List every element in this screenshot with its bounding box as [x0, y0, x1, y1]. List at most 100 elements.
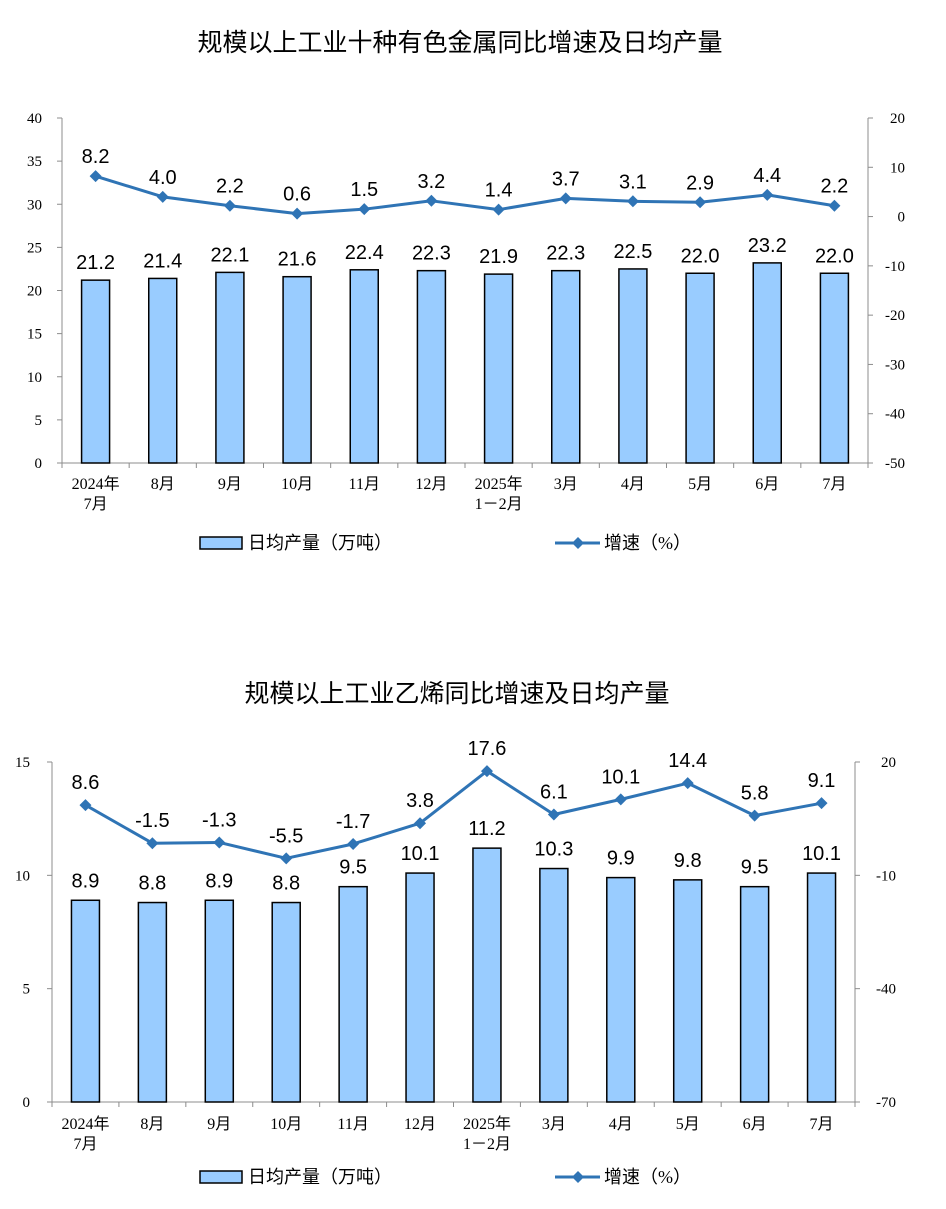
- bar: [70, 899, 101, 1103]
- line-value-label: 9.1: [808, 770, 836, 792]
- y-left-tick-label: 5: [35, 413, 43, 429]
- line-point-marker: [358, 203, 371, 216]
- bar-value-label: 9.5: [339, 857, 367, 879]
- bar: [137, 901, 168, 1103]
- y-left-tick-label: 30: [27, 197, 42, 213]
- line-value-label: 2.2: [216, 176, 244, 198]
- y-right-tick-label: -50: [885, 456, 905, 472]
- x-tick-label: 9月: [218, 476, 242, 493]
- bar-value-label: 22.3: [546, 243, 585, 265]
- y-right-tick-label: -40: [876, 982, 896, 998]
- x-tick-label-line: 11月: [337, 1116, 368, 1133]
- y-right-tick-label: -40: [885, 407, 905, 423]
- x-tick-label-line: 3月: [554, 476, 578, 493]
- line-point-marker: [626, 195, 639, 208]
- x-tick-label: 8月: [140, 1116, 164, 1133]
- line-point-marker: [748, 809, 761, 822]
- bar-value-label: 21.2: [76, 252, 115, 274]
- bar-value-label: 10.1: [401, 843, 440, 865]
- x-tick-label-line: 7月: [810, 1116, 834, 1133]
- legend: 日均产量（万吨） 增速（%）: [199, 1167, 691, 1187]
- line-value-label: 3.1: [619, 171, 647, 193]
- plot-area: 0 5 10 15 -70 -40 -10 20 2024年 7月 8月 9月 10月 11月 12月 202…: [15, 738, 896, 1153]
- line-point-marker: [280, 852, 293, 865]
- bar-value-label: 8.8: [138, 873, 166, 895]
- line-point-marker: [492, 203, 505, 216]
- legend-diamond-marker: [572, 537, 584, 549]
- y-left-tick-label: 10: [27, 370, 42, 386]
- y-right-tick-label: 20: [881, 755, 896, 771]
- x-tick-label-line: 5月: [688, 476, 712, 493]
- line-point-marker: [815, 797, 828, 810]
- x-tick-label-line: 2024年: [61, 1115, 109, 1133]
- x-tick-label: 12月: [404, 1116, 436, 1133]
- bar-value-label: 8.8: [272, 873, 300, 895]
- series-line: [94, 174, 836, 216]
- line-value-label: -1.7: [336, 811, 370, 833]
- x-tick-label: 5月: [688, 476, 712, 493]
- line-point-marker: [291, 207, 304, 220]
- bar: [819, 272, 850, 464]
- x-tick-label: 12月: [415, 476, 447, 493]
- y-right-tick-label: -70: [876, 1095, 896, 1111]
- x-tick-label: 2024年 7月: [72, 475, 120, 513]
- x-tick-label: 11月: [337, 1116, 368, 1133]
- bar-value-label: 21.4: [143, 250, 182, 272]
- bar: [80, 279, 111, 464]
- line-point-marker: [146, 837, 159, 850]
- series-line: [83, 769, 824, 860]
- y-right-tick-label: 10: [890, 160, 905, 176]
- x-tick-label: 10月: [270, 1116, 302, 1133]
- legend: 日均产量（万吨） 增速（%）: [199, 533, 691, 553]
- x-tick-label-line: 6月: [743, 1116, 767, 1133]
- line-value-label: 3.7: [552, 168, 580, 190]
- line-point-marker: [480, 765, 493, 778]
- line-point-marker: [223, 199, 236, 212]
- x-tick-label-line: 4月: [621, 476, 645, 493]
- legend-bar-swatch: [199, 1170, 243, 1184]
- y-left-tick-label: 35: [27, 154, 42, 170]
- line-point-marker: [79, 799, 92, 812]
- x-tick-label: 8月: [151, 476, 175, 493]
- line-value-label: 1.5: [350, 179, 378, 201]
- bar-value-label: 22.5: [613, 241, 652, 263]
- x-tick-label-line: 7月: [822, 476, 846, 493]
- x-tick-label: 5月: [676, 1116, 700, 1133]
- bar-value-label: 22.4: [345, 242, 384, 264]
- x-tick-label-line: 2025年: [475, 475, 523, 493]
- y-left-tick-label: 25: [27, 240, 42, 256]
- bar: [215, 271, 245, 464]
- x-tick-label: 2024年 7月: [61, 1115, 109, 1153]
- line-value-label: 17.6: [467, 738, 506, 760]
- y-left-tick-label: 5: [23, 982, 31, 998]
- y-right-tick-label: -10: [876, 868, 896, 884]
- line-point-marker: [694, 196, 707, 209]
- x-tick-label-line: 1－2月: [463, 1136, 511, 1153]
- x-tick-label-line: 6月: [755, 476, 779, 493]
- line-value-label: 4.4: [753, 165, 781, 187]
- y-right-tick-label: 20: [890, 111, 905, 127]
- legend-line-label: 增速（%）: [604, 1167, 691, 1187]
- bar-value-label: 21.9: [479, 246, 518, 268]
- x-tick-label: 3月: [554, 476, 578, 493]
- line-point-marker: [559, 192, 572, 205]
- line-point-marker: [761, 188, 774, 201]
- x-tick-label-line: 3月: [542, 1116, 566, 1133]
- bar: [472, 847, 502, 1103]
- y-right-tick-label: -10: [885, 259, 905, 275]
- bar: [551, 269, 581, 464]
- bar: [685, 272, 715, 464]
- line-value-label: 10.1: [601, 766, 640, 788]
- line-value-label: 0.6: [283, 184, 311, 206]
- bar: [282, 275, 312, 464]
- y-left-tick-label: 15: [15, 755, 30, 771]
- bar-value-label: 21.6: [278, 249, 317, 271]
- chart-title: 规模以上工业乙烯同比增速及日均产量: [244, 679, 669, 708]
- line-value-label: 14.4: [668, 750, 707, 772]
- bar-value-label: 9.5: [741, 857, 769, 879]
- line-value-label: 3.2: [418, 171, 446, 193]
- x-tick-label: 11月: [349, 476, 380, 493]
- x-tick-label: 9月: [207, 1116, 231, 1133]
- line-value-label: -5.5: [269, 825, 303, 847]
